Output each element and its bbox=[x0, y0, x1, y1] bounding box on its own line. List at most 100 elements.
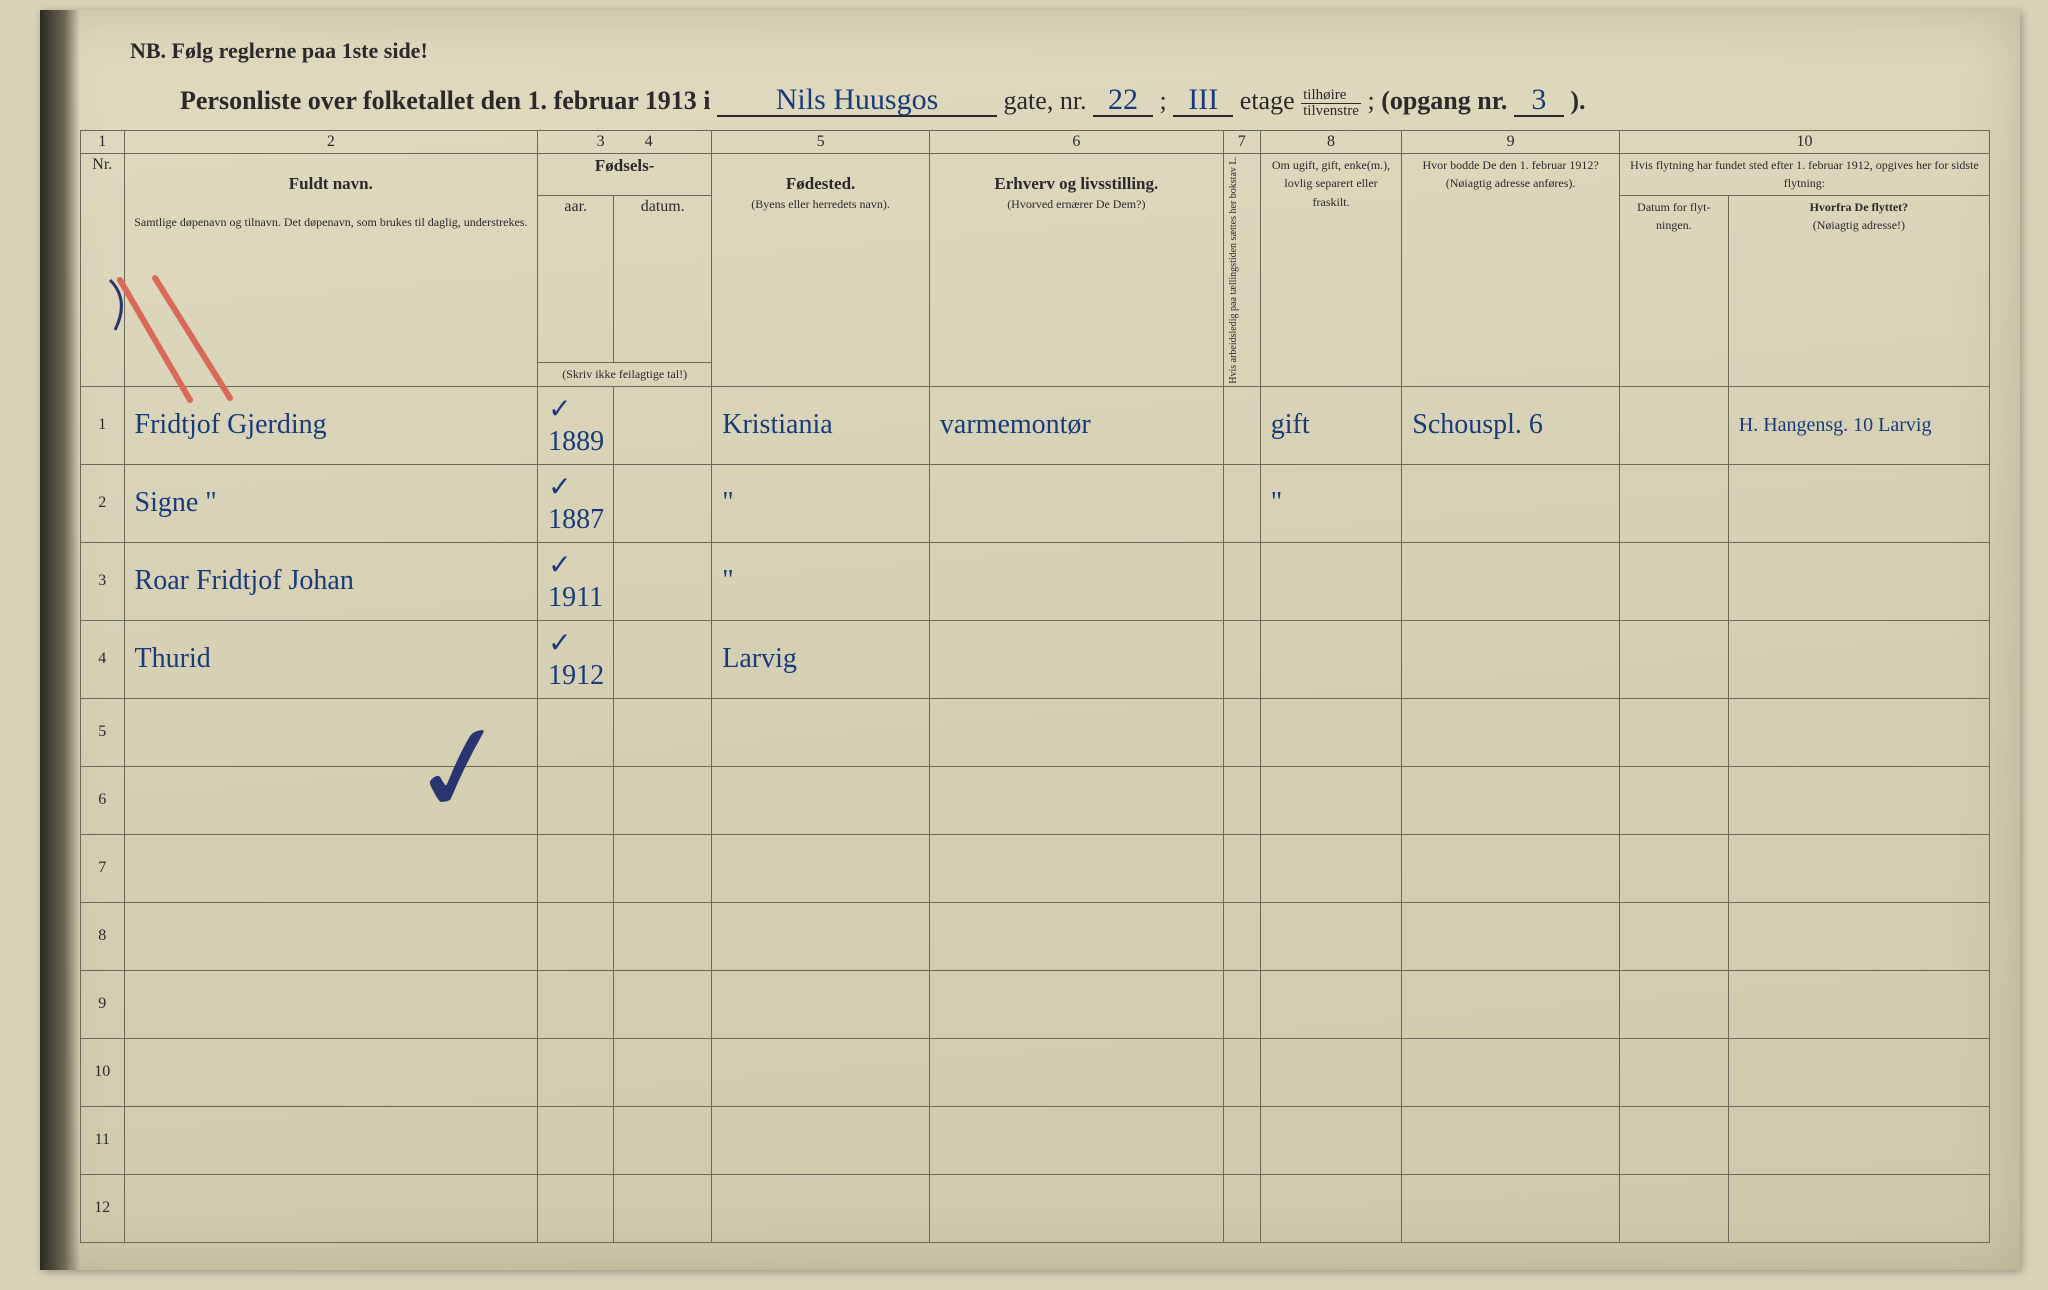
hdr-fodested: Fødested. (Byens eller herredets navn). bbox=[712, 154, 930, 387]
cell-name bbox=[124, 1106, 538, 1174]
nb-instruction: NB. Følg reglerne paa 1ste side! bbox=[130, 38, 428, 64]
colnum-6: 6 bbox=[929, 131, 1223, 154]
hdr-datum: datum. bbox=[614, 195, 712, 363]
cell-addr1912 bbox=[1402, 1038, 1620, 1106]
hdr-col8-text: Om ugift, gift, enke(m.), lovlig separer… bbox=[1272, 158, 1390, 209]
table-row: 11 bbox=[81, 1106, 1990, 1174]
colnum-3: 3 bbox=[597, 133, 605, 150]
hdr-aar: aar. bbox=[538, 195, 614, 363]
cell-nr: 11 bbox=[81, 1106, 125, 1174]
colnum-10: 10 bbox=[1619, 131, 1989, 154]
title-prefix: Personliste over folketallet den 1. febr… bbox=[180, 86, 711, 115]
table-row: 3Roar Fridtjof Johan✓ 1911" bbox=[81, 542, 1990, 620]
census-table: 1 2 3 4 5 6 7 8 9 10 Nr. bbox=[80, 130, 1990, 1243]
hdr-fodested-sub: (Byens eller herredets navn). bbox=[751, 197, 890, 211]
cell-flyt_fra bbox=[1728, 1174, 1989, 1242]
cell-flyt_datum bbox=[1619, 834, 1728, 902]
colnum-9: 9 bbox=[1402, 131, 1620, 154]
cell-name bbox=[124, 1174, 538, 1242]
hdr-aar-note-text: (Skriv ikke feilagtige tal!) bbox=[562, 367, 687, 381]
cell-aar bbox=[538, 1106, 614, 1174]
colnum-4: 4 bbox=[645, 133, 653, 150]
cell-col7 bbox=[1223, 698, 1260, 766]
cell-datum bbox=[614, 834, 712, 902]
colnum-34: 3 4 bbox=[538, 131, 712, 154]
hdr-name-sub: Samtlige døpenavn og tilnavn. Det døpena… bbox=[134, 215, 527, 229]
census-form-page: NB. Følg reglerne paa 1ste side! Personl… bbox=[40, 10, 2020, 1270]
cell-flyt_fra bbox=[1728, 620, 1989, 698]
cell-erhverv bbox=[929, 1038, 1223, 1106]
cell-name: Roar Fridtjof Johan bbox=[124, 542, 538, 620]
table-body: 1Fridtjof Gjerding✓ 1889Kristianiavarmem… bbox=[81, 386, 1990, 1242]
table-row: 12 bbox=[81, 1174, 1990, 1242]
opgang-nr-field: 3 bbox=[1514, 85, 1564, 117]
cell-nr: 5 bbox=[81, 698, 125, 766]
cell-fodested bbox=[712, 1106, 930, 1174]
hdr-col10-top: Hvis flytning har fundet sted efter 1. f… bbox=[1619, 154, 1989, 196]
cell-datum bbox=[614, 464, 712, 542]
cell-flyt_fra bbox=[1728, 1106, 1989, 1174]
cell-aar bbox=[538, 698, 614, 766]
book-spine bbox=[40, 10, 80, 1270]
cell-datum bbox=[614, 698, 712, 766]
cell-addr1912 bbox=[1402, 1106, 1620, 1174]
cell-civil bbox=[1260, 1106, 1401, 1174]
cell-col7 bbox=[1223, 620, 1260, 698]
cell-fodested: " bbox=[712, 464, 930, 542]
cell-erhverv bbox=[929, 970, 1223, 1038]
cell-civil bbox=[1260, 1038, 1401, 1106]
cell-erhverv bbox=[929, 1106, 1223, 1174]
gate-label: gate, nr. bbox=[1004, 86, 1087, 115]
cell-nr: 7 bbox=[81, 834, 125, 902]
cell-name bbox=[124, 834, 538, 902]
header-row-1: Nr. Fuldt navn. Samtlige døpenavn og til… bbox=[81, 154, 1990, 196]
cell-flyt_fra bbox=[1728, 834, 1989, 902]
cell-erhverv bbox=[929, 766, 1223, 834]
table-row: 7 bbox=[81, 834, 1990, 902]
hdr-col10b-sub: (Nøiagtig adresse!) bbox=[1813, 218, 1905, 232]
cell-nr: 6 bbox=[81, 766, 125, 834]
cell-col7 bbox=[1223, 1174, 1260, 1242]
hdr-col10-top-text: Hvis flytning har fundet sted efter 1. f… bbox=[1630, 158, 1979, 190]
cell-nr: 1 bbox=[81, 386, 125, 464]
cell-civil bbox=[1260, 970, 1401, 1038]
cell-flyt_datum bbox=[1619, 902, 1728, 970]
cell-civil bbox=[1260, 902, 1401, 970]
cell-flyt_fra bbox=[1728, 970, 1989, 1038]
hdr-fodsels-label: Fødsels- bbox=[595, 156, 655, 175]
cell-civil bbox=[1260, 542, 1401, 620]
hdr-col10b: Hvorfra De flyttet? (Nøiagtig adresse!) bbox=[1728, 195, 1989, 386]
colnum-8: 8 bbox=[1260, 131, 1401, 154]
cell-erhverv bbox=[929, 834, 1223, 902]
cell-addr1912 bbox=[1402, 834, 1620, 902]
table-row: 9 bbox=[81, 970, 1990, 1038]
gate-nr-field: 22 bbox=[1093, 85, 1153, 117]
etage-label: etage bbox=[1240, 86, 1295, 115]
cell-aar bbox=[538, 1038, 614, 1106]
cell-nr: 2 bbox=[81, 464, 125, 542]
hdr-erhverv-title: Erhverv og livsstilling. bbox=[994, 174, 1158, 193]
cell-nr: 10 bbox=[81, 1038, 125, 1106]
cell-name bbox=[124, 698, 538, 766]
cell-nr: 9 bbox=[81, 970, 125, 1038]
cell-flyt_datum bbox=[1619, 620, 1728, 698]
cell-flyt_fra bbox=[1728, 766, 1989, 834]
cell-col7 bbox=[1223, 386, 1260, 464]
cell-col7 bbox=[1223, 1106, 1260, 1174]
cell-flyt_datum bbox=[1619, 1174, 1728, 1242]
cell-nr: 8 bbox=[81, 902, 125, 970]
cell-col7 bbox=[1223, 542, 1260, 620]
hdr-col10a-text: Datum for flyt-ningen. bbox=[1637, 200, 1710, 232]
cell-name: Signe " bbox=[124, 464, 538, 542]
cell-addr1912: Schouspl. 6 bbox=[1402, 386, 1620, 464]
table-row: 8 bbox=[81, 902, 1990, 970]
table-row: 5 bbox=[81, 698, 1990, 766]
cell-name: Fridtjof Gjerding bbox=[124, 386, 538, 464]
cell-flyt_datum bbox=[1619, 464, 1728, 542]
cell-flyt_fra bbox=[1728, 464, 1989, 542]
cell-fodested bbox=[712, 970, 930, 1038]
cell-datum bbox=[614, 970, 712, 1038]
street-field: Nils Huusgos bbox=[717, 85, 997, 117]
cell-aar bbox=[538, 766, 614, 834]
colnum-5: 5 bbox=[712, 131, 930, 154]
